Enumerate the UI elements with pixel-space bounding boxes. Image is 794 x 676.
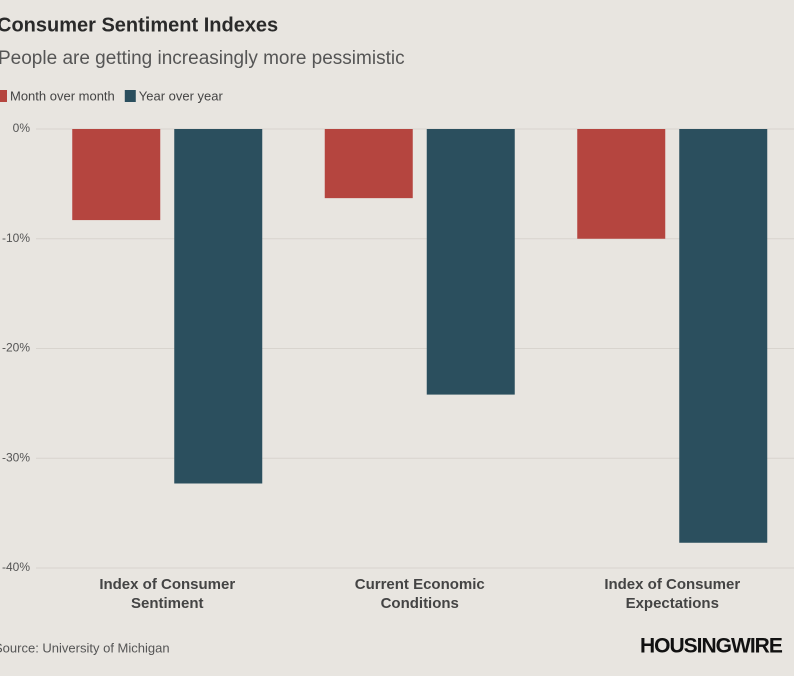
legend-swatch bbox=[0, 90, 7, 102]
bar bbox=[577, 129, 666, 239]
bar bbox=[679, 129, 768, 543]
legend-label: Month over month bbox=[10, 88, 115, 103]
y-tick-label: -40% bbox=[2, 560, 30, 574]
x-tick-label: Index of Consumer Sentiment bbox=[99, 576, 236, 612]
chart-title: Consumer Sentiment Indexes bbox=[0, 14, 278, 36]
bar bbox=[426, 129, 515, 395]
legend-label: Year over year bbox=[139, 88, 224, 103]
bar bbox=[324, 129, 413, 199]
chart-subtitle: People are getting increasingly more pes… bbox=[0, 48, 405, 69]
y-tick-label: -30% bbox=[2, 450, 30, 464]
y-tick-label: -10% bbox=[2, 231, 30, 245]
y-tick-label: 0% bbox=[13, 121, 31, 135]
x-tick-label: Index of Consumer Expectations bbox=[604, 576, 741, 612]
source-note: Source: University of Michigan bbox=[0, 640, 170, 655]
legend-swatch bbox=[124, 90, 136, 102]
y-tick-label: -20% bbox=[2, 341, 30, 355]
bar bbox=[72, 129, 161, 221]
x-tick-label: Current Economic Conditions bbox=[354, 576, 485, 612]
bar bbox=[174, 129, 263, 484]
brand-logo: HOUSINGWIRE bbox=[640, 635, 783, 658]
